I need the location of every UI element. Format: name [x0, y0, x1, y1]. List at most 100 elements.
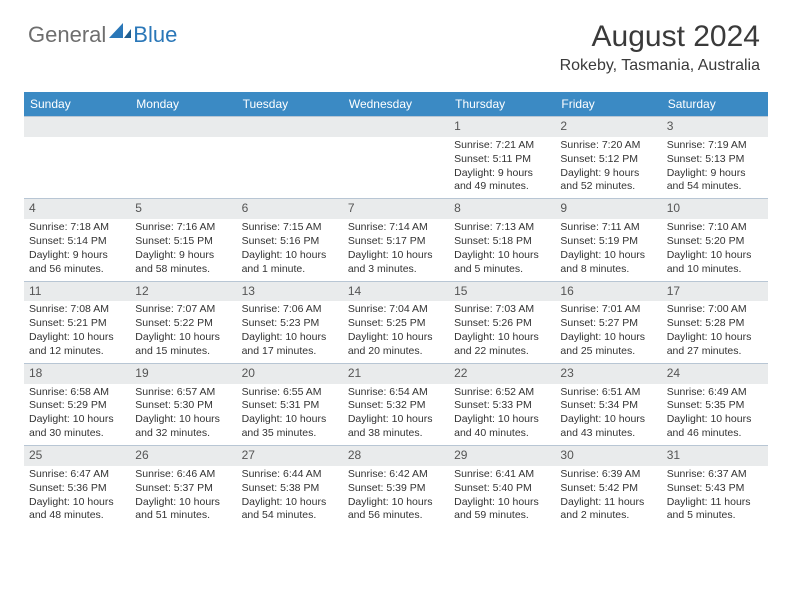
daylight-text: Daylight: 9 hours and 49 minutes. [454, 167, 550, 195]
sunrise-text: Sunrise: 7:04 AM [348, 303, 444, 317]
day-cell: 22Sunrise: 6:52 AMSunset: 5:33 PMDayligh… [449, 364, 555, 445]
day-number: 12 [130, 282, 236, 302]
daylight-text: Daylight: 10 hours and 17 minutes. [242, 331, 338, 359]
sunset-text: Sunset: 5:23 PM [242, 317, 338, 331]
day-number: 22 [449, 364, 555, 384]
sunrise-text: Sunrise: 6:52 AM [454, 386, 550, 400]
sunrise-text: Sunrise: 7:03 AM [454, 303, 550, 317]
location: Rokeby, Tasmania, Australia [560, 57, 760, 75]
sunrise-text: Sunrise: 6:44 AM [242, 468, 338, 482]
day-number: 8 [449, 199, 555, 219]
day-body: Sunrise: 6:51 AMSunset: 5:34 PMDaylight:… [555, 384, 661, 445]
day-body: Sunrise: 6:57 AMSunset: 5:30 PMDaylight:… [130, 384, 236, 445]
day-number: 20 [237, 364, 343, 384]
day-cell: 1Sunrise: 7:21 AMSunset: 5:11 PMDaylight… [449, 117, 555, 198]
day-body: Sunrise: 7:01 AMSunset: 5:27 PMDaylight:… [555, 301, 661, 362]
day-cell: 6Sunrise: 7:15 AMSunset: 5:16 PMDaylight… [237, 199, 343, 280]
day-body: Sunrise: 6:47 AMSunset: 5:36 PMDaylight:… [24, 466, 130, 527]
sunrise-text: Sunrise: 6:49 AM [667, 386, 763, 400]
sunset-text: Sunset: 5:35 PM [667, 399, 763, 413]
daylight-text: Daylight: 9 hours and 58 minutes. [135, 249, 231, 277]
day-body: Sunrise: 6:54 AMSunset: 5:32 PMDaylight:… [343, 384, 449, 445]
daylight-text: Daylight: 10 hours and 5 minutes. [454, 249, 550, 277]
sunrise-text: Sunrise: 6:47 AM [29, 468, 125, 482]
day-number: 2 [555, 117, 661, 137]
sunset-text: Sunset: 5:34 PM [560, 399, 656, 413]
sunrise-text: Sunrise: 6:55 AM [242, 386, 338, 400]
day-body: Sunrise: 7:19 AMSunset: 5:13 PMDaylight:… [662, 137, 768, 198]
sunset-text: Sunset: 5:28 PM [667, 317, 763, 331]
daylight-text: Daylight: 10 hours and 3 minutes. [348, 249, 444, 277]
day-number: 18 [24, 364, 130, 384]
day-cell: 17Sunrise: 7:00 AMSunset: 5:28 PMDayligh… [662, 282, 768, 363]
day-number: 23 [555, 364, 661, 384]
logo-sail-icon [109, 23, 131, 41]
sunset-text: Sunset: 5:21 PM [29, 317, 125, 331]
day-body: Sunrise: 6:49 AMSunset: 5:35 PMDaylight:… [662, 384, 768, 445]
day-cell: 29Sunrise: 6:41 AMSunset: 5:40 PMDayligh… [449, 446, 555, 527]
day-cell: 2Sunrise: 7:20 AMSunset: 5:12 PMDaylight… [555, 117, 661, 198]
day-body: Sunrise: 7:20 AMSunset: 5:12 PMDaylight:… [555, 137, 661, 198]
week-row: 25Sunrise: 6:47 AMSunset: 5:36 PMDayligh… [24, 445, 768, 527]
sunset-text: Sunset: 5:19 PM [560, 235, 656, 249]
day-number: 30 [555, 446, 661, 466]
day-body: Sunrise: 7:07 AMSunset: 5:22 PMDaylight:… [130, 301, 236, 362]
sunrise-text: Sunrise: 6:57 AM [135, 386, 231, 400]
day-number: 9 [555, 199, 661, 219]
day-cell: 11Sunrise: 7:08 AMSunset: 5:21 PMDayligh… [24, 282, 130, 363]
day-cell: 16Sunrise: 7:01 AMSunset: 5:27 PMDayligh… [555, 282, 661, 363]
day-body: Sunrise: 7:13 AMSunset: 5:18 PMDaylight:… [449, 219, 555, 280]
week-row: 11Sunrise: 7:08 AMSunset: 5:21 PMDayligh… [24, 281, 768, 363]
day-cell: 8Sunrise: 7:13 AMSunset: 5:18 PMDaylight… [449, 199, 555, 280]
day-body: Sunrise: 6:58 AMSunset: 5:29 PMDaylight:… [24, 384, 130, 445]
daylight-text: Daylight: 10 hours and 12 minutes. [29, 331, 125, 359]
daylight-text: Daylight: 11 hours and 2 minutes. [560, 496, 656, 524]
day-cell: 12Sunrise: 7:07 AMSunset: 5:22 PMDayligh… [130, 282, 236, 363]
daylight-text: Daylight: 9 hours and 54 minutes. [667, 167, 763, 195]
sunrise-text: Sunrise: 6:58 AM [29, 386, 125, 400]
day-number: 5 [130, 199, 236, 219]
day-cell: 5Sunrise: 7:16 AMSunset: 5:15 PMDaylight… [130, 199, 236, 280]
week-row: 18Sunrise: 6:58 AMSunset: 5:29 PMDayligh… [24, 363, 768, 445]
day-number: 11 [24, 282, 130, 302]
day-cell: 14Sunrise: 7:04 AMSunset: 5:25 PMDayligh… [343, 282, 449, 363]
daylight-text: Daylight: 9 hours and 52 minutes. [560, 167, 656, 195]
day-number: 27 [237, 446, 343, 466]
day-cell: 10Sunrise: 7:10 AMSunset: 5:20 PMDayligh… [662, 199, 768, 280]
day-body: Sunrise: 7:21 AMSunset: 5:11 PMDaylight:… [449, 137, 555, 198]
sunrise-text: Sunrise: 7:18 AM [29, 221, 125, 235]
day-cell: 26Sunrise: 6:46 AMSunset: 5:37 PMDayligh… [130, 446, 236, 527]
sunrise-text: Sunrise: 6:42 AM [348, 468, 444, 482]
day-body: Sunrise: 7:10 AMSunset: 5:20 PMDaylight:… [662, 219, 768, 280]
day-cell: 3Sunrise: 7:19 AMSunset: 5:13 PMDaylight… [662, 117, 768, 198]
sunset-text: Sunset: 5:31 PM [242, 399, 338, 413]
day-body: Sunrise: 7:14 AMSunset: 5:17 PMDaylight:… [343, 219, 449, 280]
sunset-text: Sunset: 5:27 PM [560, 317, 656, 331]
sunrise-text: Sunrise: 6:54 AM [348, 386, 444, 400]
day-body: Sunrise: 7:18 AMSunset: 5:14 PMDaylight:… [24, 219, 130, 280]
day-body: Sunrise: 7:00 AMSunset: 5:28 PMDaylight:… [662, 301, 768, 362]
day-number: 15 [449, 282, 555, 302]
header-right: August 2024 Rokeby, Tasmania, Australia [560, 20, 760, 75]
day-number: 17 [662, 282, 768, 302]
sunset-text: Sunset: 5:26 PM [454, 317, 550, 331]
daylight-text: Daylight: 10 hours and 1 minute. [242, 249, 338, 277]
sunrise-text: Sunrise: 7:01 AM [560, 303, 656, 317]
day-number-empty [130, 117, 236, 137]
sunset-text: Sunset: 5:38 PM [242, 482, 338, 496]
day-cell: 27Sunrise: 6:44 AMSunset: 5:38 PMDayligh… [237, 446, 343, 527]
sunrise-text: Sunrise: 7:15 AM [242, 221, 338, 235]
day-body: Sunrise: 7:06 AMSunset: 5:23 PMDaylight:… [237, 301, 343, 362]
day-number: 13 [237, 282, 343, 302]
sunset-text: Sunset: 5:29 PM [29, 399, 125, 413]
day-cell: 24Sunrise: 6:49 AMSunset: 5:35 PMDayligh… [662, 364, 768, 445]
day-body: Sunrise: 6:52 AMSunset: 5:33 PMDaylight:… [449, 384, 555, 445]
day-body: Sunrise: 7:03 AMSunset: 5:26 PMDaylight:… [449, 301, 555, 362]
day-body: Sunrise: 7:04 AMSunset: 5:25 PMDaylight:… [343, 301, 449, 362]
week-row: 4Sunrise: 7:18 AMSunset: 5:14 PMDaylight… [24, 198, 768, 280]
sunset-text: Sunset: 5:13 PM [667, 153, 763, 167]
sunset-text: Sunset: 5:32 PM [348, 399, 444, 413]
weekday-label: Saturday [662, 92, 768, 116]
weekday-label: Thursday [449, 92, 555, 116]
daylight-text: Daylight: 10 hours and 27 minutes. [667, 331, 763, 359]
